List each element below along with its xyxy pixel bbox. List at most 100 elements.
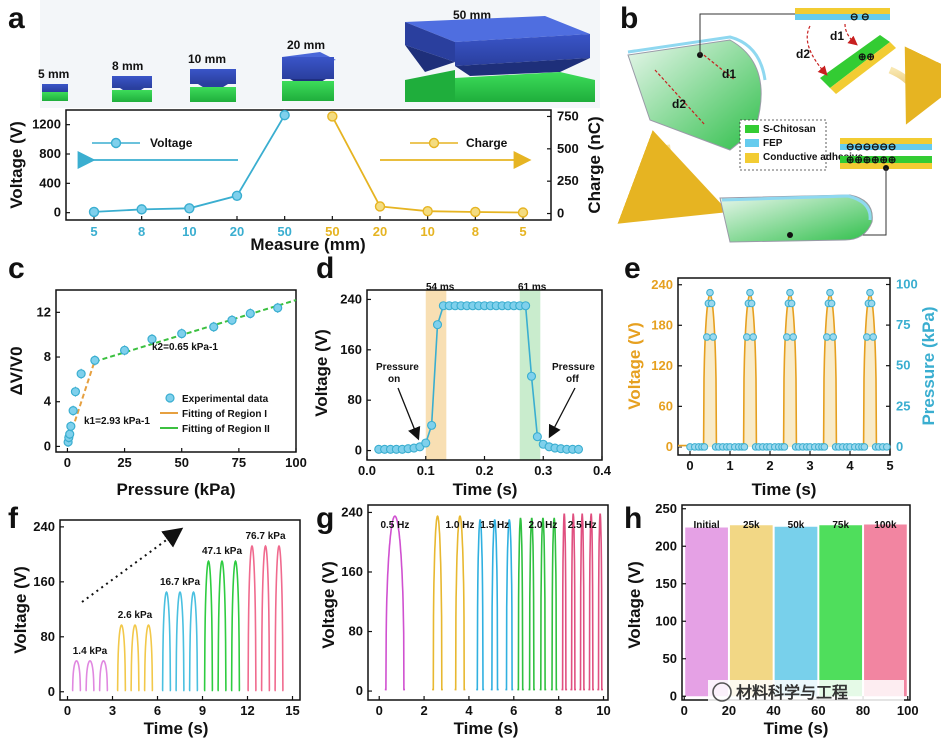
x-tick-label: 2 [766, 458, 773, 473]
photo-label-20mm: 20 mm [287, 38, 325, 52]
pressure-point [703, 333, 711, 341]
pressure-point [827, 299, 836, 308]
panel-f-chart: 0 3 6 9 12 15 0 80 160 240 1.4 kPa 2.6 kPa 16.7 kPa… [11, 519, 301, 738]
inset-adhesive-top [795, 8, 890, 14]
panel-label-c: c [8, 252, 25, 285]
x-tick-label: 50 [325, 224, 339, 239]
panel-a-xlabel: Measure (mm) [250, 235, 365, 254]
cycle-block [685, 527, 728, 697]
pressure-level-label: 76.7 kPa [245, 531, 285, 542]
x-tick-label: 8 [138, 224, 145, 239]
cycle-block [864, 524, 907, 697]
panel-g-ylabel: Voltage (V) [319, 561, 338, 649]
y-tick-label: 80 [348, 392, 362, 407]
closed-positive-charges: ⊕⊕⊕⊕⊕⊕ [846, 155, 896, 166]
legend-charge-label: Charge [466, 136, 508, 150]
x-tick-label: 0 [686, 458, 693, 473]
charge-line [331, 116, 524, 214]
panel-c-ticks: 0 25 50 75 100 0 4 8 12 [37, 304, 307, 470]
x-tick-label: 20 [373, 224, 387, 239]
fit-region-1-line [66, 360, 96, 445]
voltage-pulse [490, 519, 499, 691]
voltage-pulse [71, 659, 82, 692]
experimental-point [227, 315, 237, 325]
y-tick-label: 160 [341, 564, 363, 579]
x-tick-label: 0 [64, 455, 71, 470]
panel-c-series [63, 299, 297, 447]
y-tick-label: 250 [557, 173, 579, 188]
pressure-level-label: 2.6 kPa [118, 610, 153, 621]
voltage-pulse [188, 590, 199, 692]
cycle-block [774, 526, 818, 697]
panel-a-ylabel-right: Charge (nC) [585, 116, 604, 213]
sample-10mm [190, 69, 236, 102]
y-tick-label: 1200 [32, 117, 61, 132]
frequency-label: 1.0 Hz [446, 520, 475, 531]
voltage-point [88, 206, 100, 218]
folded-sheet-closed [719, 194, 873, 243]
y-tick-label: 120 [651, 358, 673, 373]
photo-label-8mm: 8 mm [112, 59, 143, 73]
y-tick-label: 25 [896, 398, 910, 413]
pressure-point [786, 288, 794, 297]
photo-label-50mm: 50 mm [453, 8, 491, 22]
voltage-point [521, 301, 531, 311]
x-tick-label: 80 [856, 703, 870, 718]
frequency-label: 0.5 Hz [380, 520, 409, 531]
voltage-pulse [116, 624, 127, 692]
panel-e-ylabel-right: Pressure (kPa) [919, 306, 938, 425]
inset-label-d1: d1 [830, 29, 844, 43]
pressure-point [747, 299, 756, 308]
experimental-point [70, 387, 81, 397]
legend-adhesive-swatch [745, 153, 759, 163]
y-tick-label: 0 [896, 439, 903, 454]
x-tick-label: 8 [555, 703, 562, 718]
legend-fep-swatch [745, 139, 759, 147]
increasing-pressure-arrow [81, 527, 184, 603]
pressure-point [883, 443, 891, 451]
callout-line-top [699, 13, 795, 55]
frequency-label: 2.0 Hz [529, 520, 558, 531]
fep-layer-closed [721, 194, 872, 221]
pressure-point [783, 333, 791, 341]
pressure-point [740, 443, 749, 451]
y-tick-label: 50 [663, 651, 677, 666]
voltage-point [136, 204, 147, 215]
voltage-pulse [570, 513, 576, 691]
panel-f-ticks: 0 3 6 9 12 15 0 80 160 240 [33, 519, 299, 718]
y-tick-label: 75 [896, 317, 910, 332]
x-tick-label: 100 [285, 455, 307, 470]
layer-legend: S-Chitosan FEP Conductive adhesive [739, 119, 863, 171]
label-pressure-off-2: off [566, 374, 579, 385]
panel-e-series [678, 288, 891, 451]
charge-point [327, 111, 338, 122]
voltage-pulse [130, 624, 140, 692]
y-tick-label: 240 [33, 519, 55, 534]
pressure-point [780, 443, 789, 451]
legend-charge-marker [428, 137, 440, 149]
x-tick-label: 5 [886, 458, 893, 473]
panel-e-frame [677, 277, 891, 456]
y-tick-label: 750 [557, 108, 579, 123]
shaded-rise-region [425, 290, 447, 460]
x-tick-label: 3 [109, 703, 116, 718]
x-tick-label: 0 [681, 703, 688, 718]
x-tick-label: 15 [285, 703, 299, 718]
experimental-point [76, 369, 86, 379]
panel-label-f: f [8, 502, 19, 535]
y-tick-label: 200 [655, 538, 677, 553]
pressure-point [866, 288, 874, 297]
legend-region1-label: Fitting of Region I [182, 409, 267, 420]
voltage-pulse [98, 659, 109, 692]
y-tick-label: 150 [655, 576, 677, 591]
pressure-point [749, 333, 758, 341]
panel-c-chart: 0 25 50 75 100 0 4 8 12 k2=0.65 kPa-1 k1=2.93 kP… [7, 289, 307, 499]
annot-k2: k2=0.65 kPa-1 [152, 342, 218, 353]
y-tick-label: 400 [39, 175, 61, 190]
pressure-point [863, 333, 871, 341]
x-tick-label: 0.2 [475, 463, 493, 478]
panel-a-frame [65, 109, 552, 221]
frequency-label: 2.5 Hz [568, 520, 597, 531]
panel-label-h: h [624, 502, 642, 535]
pressure-level-label: 47.1 kPa [202, 546, 242, 557]
